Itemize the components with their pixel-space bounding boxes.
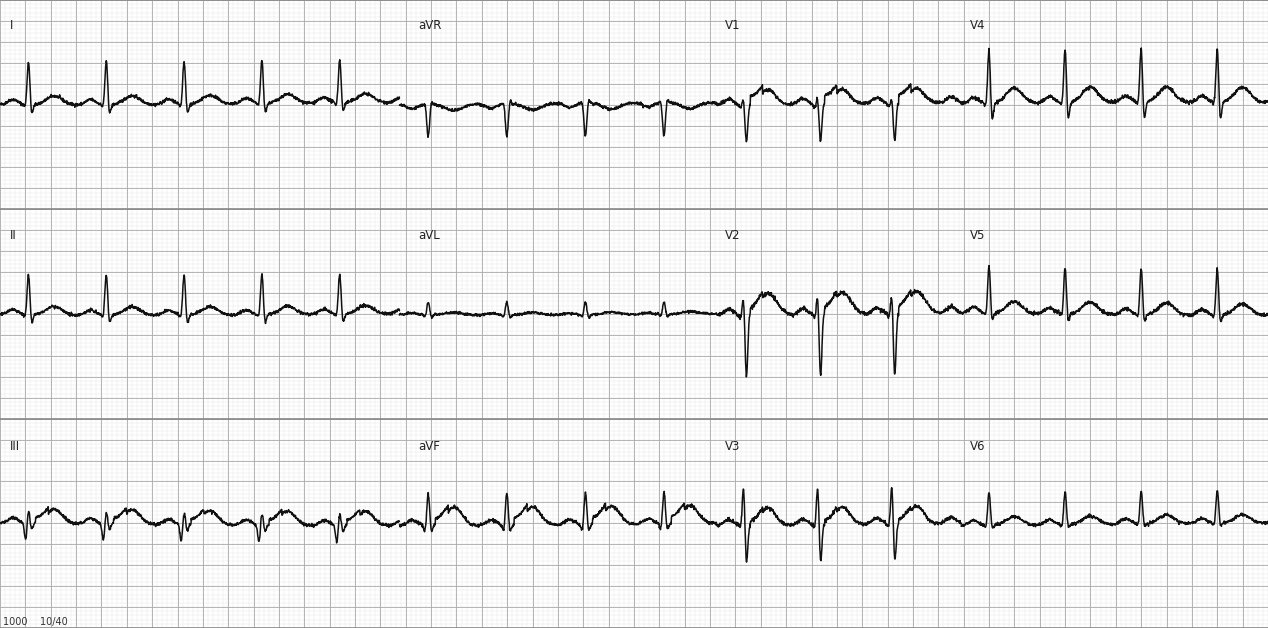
Text: V3: V3 <box>725 440 741 453</box>
Text: V2: V2 <box>725 229 741 242</box>
Text: I: I <box>10 19 14 32</box>
Text: V6: V6 <box>970 440 985 453</box>
Text: V5: V5 <box>970 229 985 242</box>
Text: aVF: aVF <box>418 440 440 453</box>
Text: aVL: aVL <box>418 229 440 242</box>
Text: III: III <box>10 440 20 453</box>
Text: II: II <box>10 229 16 242</box>
Text: 1000    10/40: 1000 10/40 <box>3 617 67 627</box>
Text: aVR: aVR <box>418 19 441 32</box>
Text: V1: V1 <box>725 19 741 32</box>
Text: V4: V4 <box>970 19 985 32</box>
